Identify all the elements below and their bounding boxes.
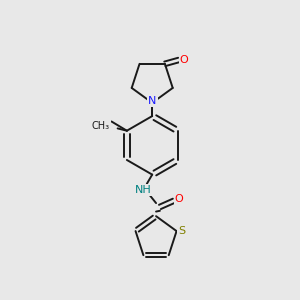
Text: O: O (180, 55, 188, 65)
Text: N: N (148, 96, 156, 106)
Text: NH: NH (135, 185, 151, 195)
Text: S: S (178, 226, 185, 236)
Text: O: O (175, 194, 184, 204)
Text: CH₃: CH₃ (92, 121, 110, 131)
